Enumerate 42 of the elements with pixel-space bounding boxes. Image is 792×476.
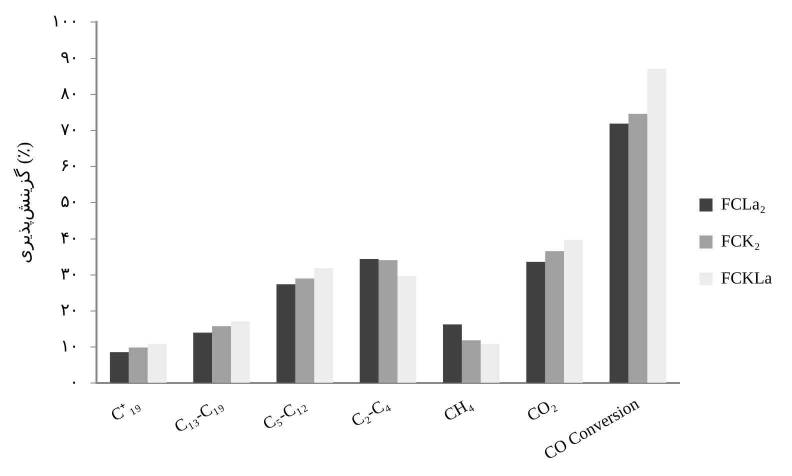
bar <box>545 251 564 383</box>
bar <box>526 262 546 383</box>
x-tick-label: C₅-C₁₂ <box>260 394 310 434</box>
x-tick-label: CO₂ <box>524 394 559 426</box>
y-tick-label: ۴۰ <box>60 228 79 248</box>
bar <box>128 347 148 383</box>
x-tick-label: C₂-C₄ <box>348 394 392 430</box>
bar <box>230 321 250 383</box>
y-tick-label: ۶۰ <box>60 156 79 176</box>
legend-label: FCK₂ <box>721 231 760 250</box>
y-tick-label: ۳۰ <box>60 264 79 284</box>
bar <box>378 260 398 383</box>
y-tick-label: ۹۰ <box>60 48 79 67</box>
x-tick-label: C⁺₁₉ <box>108 394 143 425</box>
y-tick-label: ۱۰۰ <box>52 12 79 31</box>
bar <box>360 259 379 383</box>
y-tick-label: ۵۰ <box>60 192 79 212</box>
y-tick-label: ۸۰ <box>60 84 79 103</box>
x-tick-label: C₁₃-C₁₉ <box>171 394 226 436</box>
bar <box>647 68 666 383</box>
bar <box>462 340 481 383</box>
bar <box>314 268 334 383</box>
bar <box>564 240 583 383</box>
y-tick-label: ۲۰ <box>60 300 79 320</box>
y-axis-title: گزینش‌پذیری (٪) <box>12 142 35 264</box>
bar <box>276 284 296 383</box>
bar <box>295 278 314 383</box>
legend-label: FCLa₂ <box>721 194 766 214</box>
legend-label: FCKLa <box>721 268 772 288</box>
x-tick-label: CH₄ <box>440 394 476 426</box>
bar <box>212 326 231 383</box>
bar <box>193 332 212 383</box>
y-tick-label: ۷۰ <box>60 120 79 139</box>
y-tick-label: ۰ <box>70 372 79 392</box>
bar <box>628 114 648 383</box>
bar <box>110 352 129 383</box>
bar <box>397 276 416 383</box>
bar <box>148 344 167 383</box>
bar <box>610 124 628 383</box>
bar <box>443 324 462 383</box>
y-tick-label: ۱۰ <box>60 336 79 356</box>
bar <box>480 344 500 383</box>
